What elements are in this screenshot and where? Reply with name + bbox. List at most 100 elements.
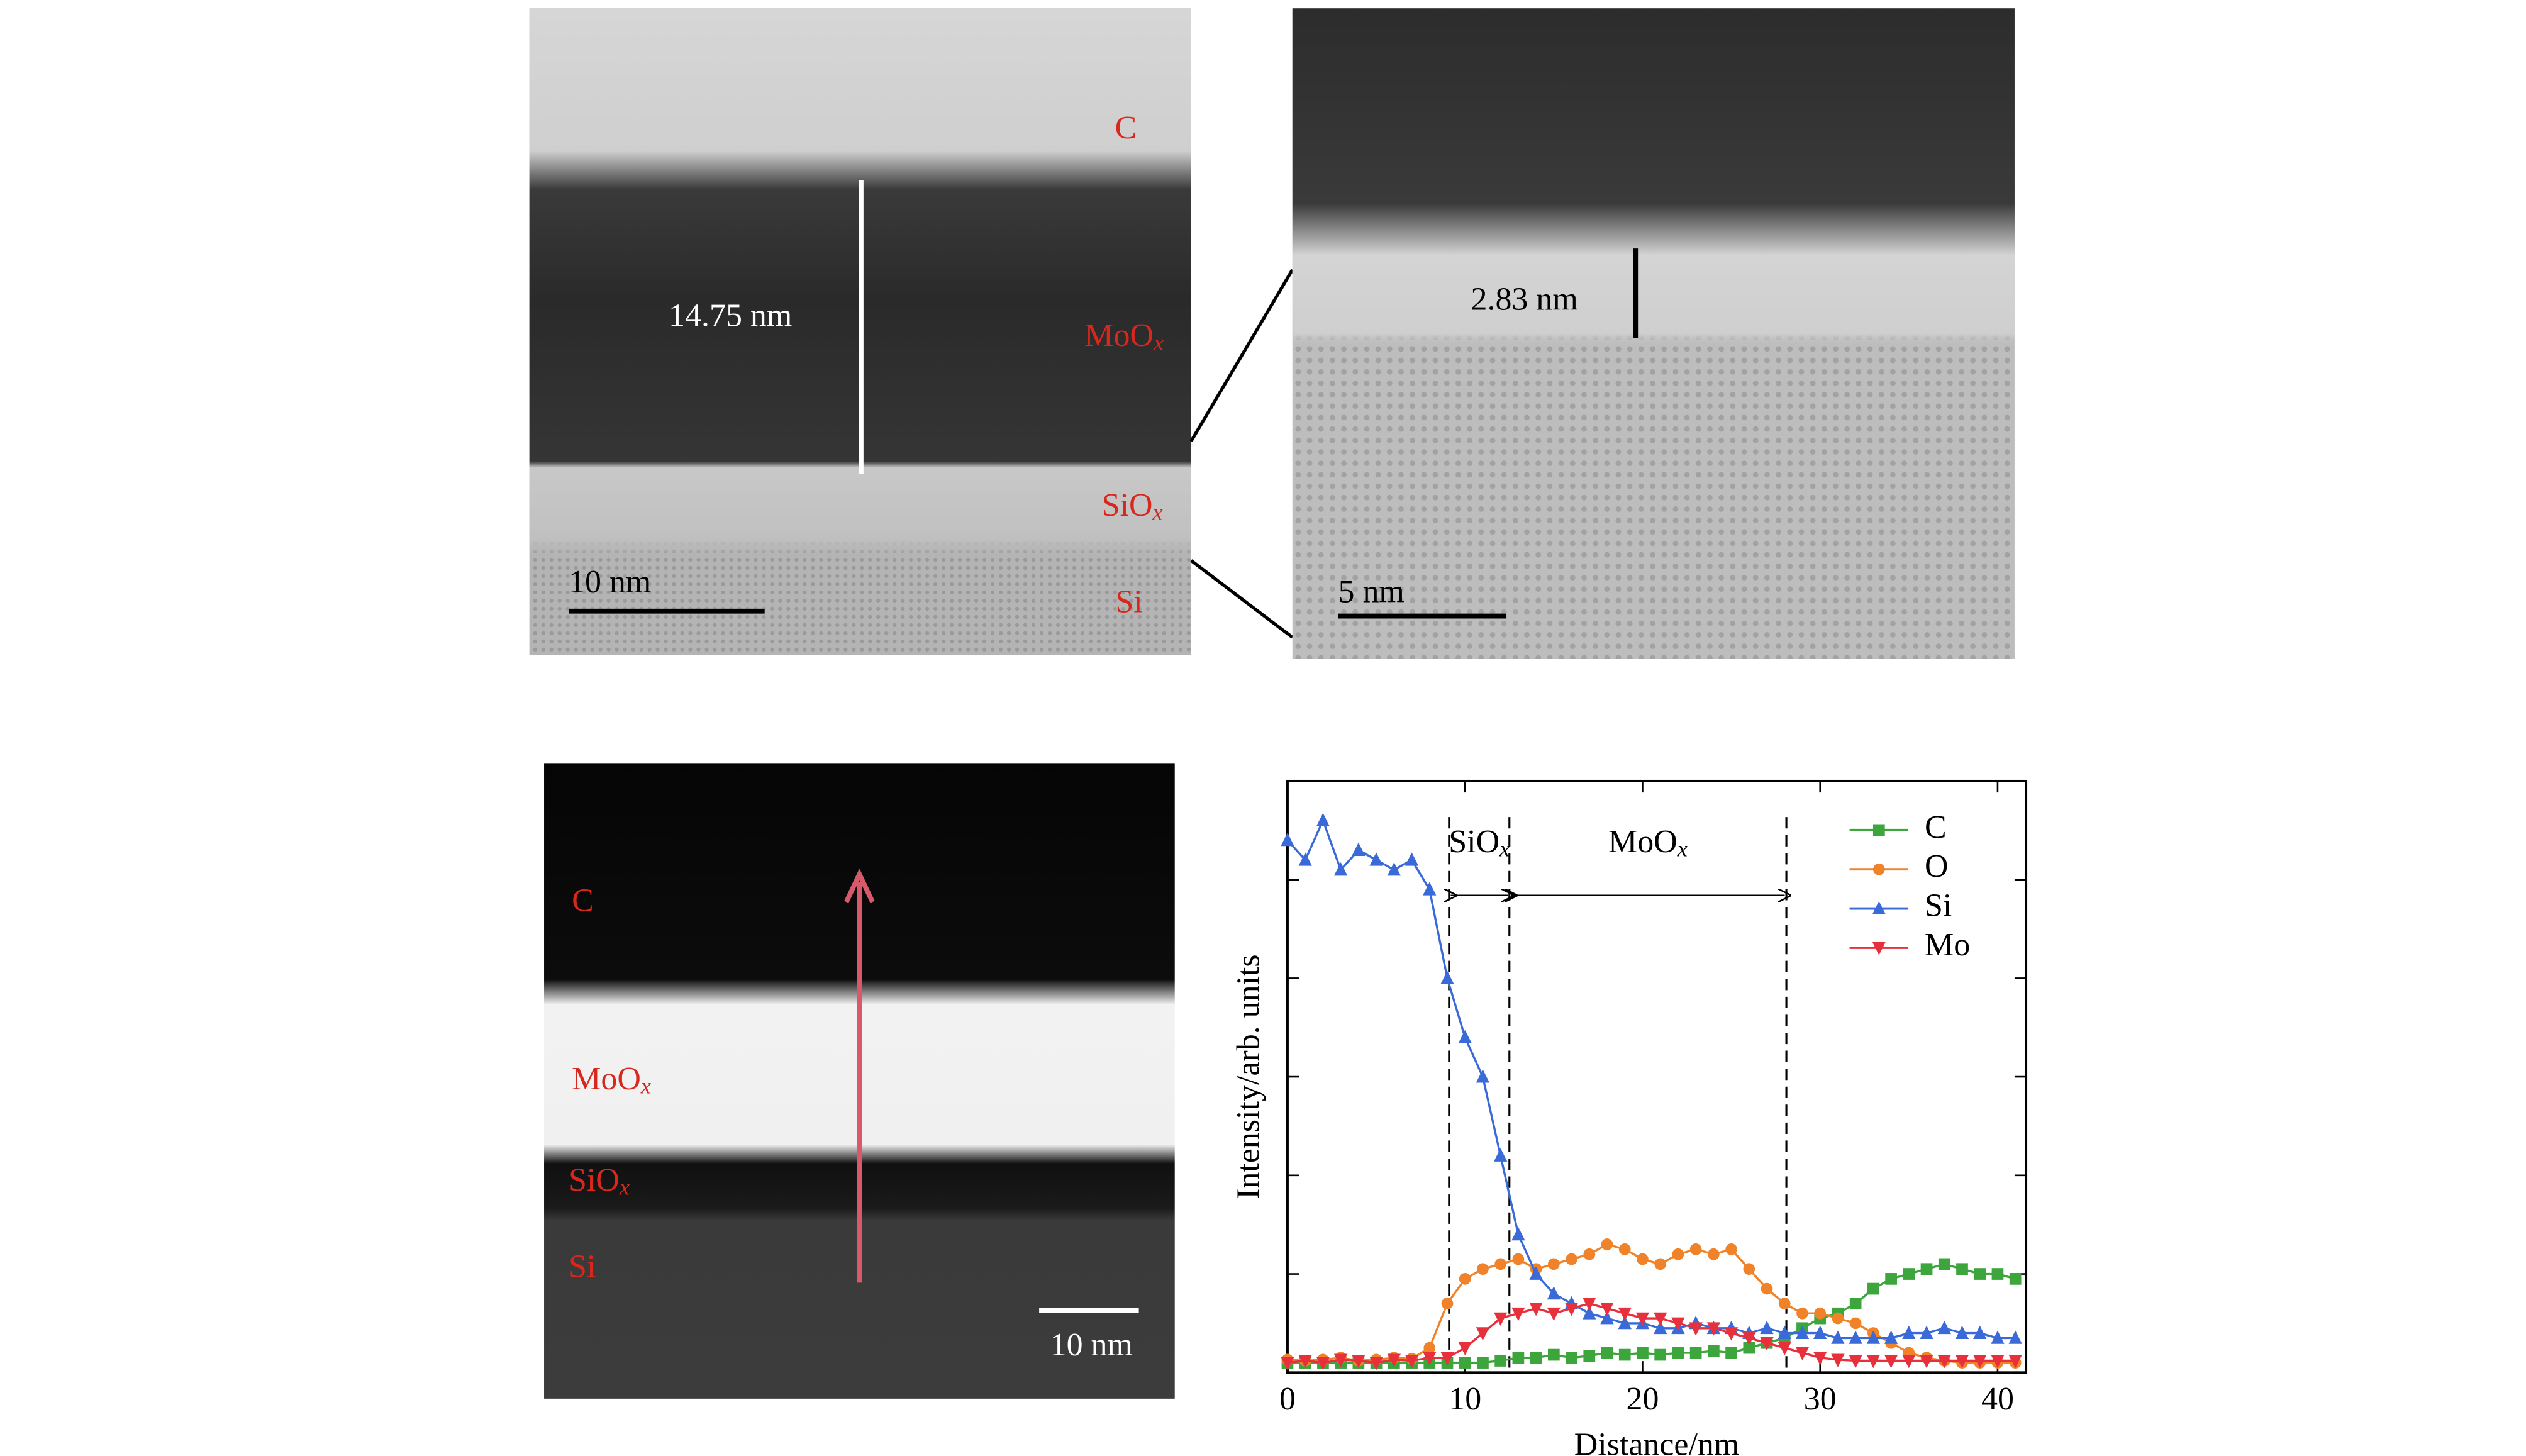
data-point	[1795, 1347, 1810, 1360]
data-point	[1689, 1322, 1703, 1336]
data-point	[1991, 1355, 2005, 1369]
data-point	[1298, 852, 1312, 866]
data-point	[1654, 1320, 1667, 1335]
data-point	[1618, 1307, 1632, 1321]
zoom-line	[1190, 559, 1294, 639]
data-point	[1618, 1315, 1632, 1330]
x-tick-label: 10	[1449, 1381, 1481, 1417]
data-point	[1547, 1258, 1560, 1270]
data-point	[1902, 1325, 1916, 1339]
data-point	[1512, 1253, 1525, 1265]
legend-label: O	[1925, 848, 1949, 884]
data-point	[1477, 1357, 1489, 1369]
legend-label: C	[1925, 809, 1947, 845]
data-point	[1316, 1357, 1330, 1370]
data-point	[1352, 842, 1366, 856]
data-point	[1369, 1357, 1383, 1370]
y-axis-label: Intensity/arb. units	[1231, 954, 1267, 1199]
data-point	[1903, 1268, 1915, 1280]
series-line	[1286, 818, 2016, 1340]
data-point	[1814, 1307, 1827, 1320]
layer-label: SiOx	[1102, 487, 1163, 525]
data-point	[1956, 1263, 1968, 1275]
data-point	[1458, 1342, 1472, 1356]
data-point	[1761, 1282, 1773, 1295]
data-point	[1795, 1325, 1810, 1339]
data-point	[1298, 1355, 1312, 1369]
data-point	[1477, 1263, 1489, 1275]
data-point	[1583, 1298, 1596, 1311]
data-point	[1476, 1327, 1490, 1341]
data-point	[1423, 882, 1437, 896]
data-point	[1760, 1337, 1774, 1351]
layer-label: MoOx	[1084, 318, 1164, 355]
data-point	[1387, 1353, 1401, 1367]
data-point	[1281, 1357, 1294, 1370]
data-point	[1583, 1248, 1596, 1260]
data-point	[1530, 1352, 1542, 1364]
data-point	[1708, 1248, 1720, 1260]
data-point	[1654, 1258, 1667, 1270]
data-point	[1583, 1350, 1596, 1362]
data-point	[1849, 1355, 1862, 1369]
data-point	[1352, 1355, 1366, 1369]
data-point	[1920, 1263, 1933, 1275]
data-point	[1547, 1348, 1560, 1361]
data-point	[1333, 1353, 1348, 1367]
data-point	[1866, 1330, 1881, 1344]
data-point	[1867, 1282, 1879, 1295]
data-point	[1725, 1243, 1737, 1255]
thickness-label: 2.83 nm	[1471, 282, 1578, 318]
data-point	[1423, 1352, 1437, 1365]
data-point	[1706, 1322, 1721, 1336]
data-point	[1672, 1347, 1684, 1359]
scale-label: 5 nm	[1338, 574, 1404, 610]
data-point	[1973, 1325, 1987, 1339]
data-point	[1743, 1342, 1755, 1354]
data-point	[1778, 1298, 1791, 1309]
data-point	[1281, 833, 1294, 847]
data-point	[1405, 1355, 1419, 1369]
x-axis-label: Distance/nm	[1574, 1427, 1740, 1456]
data-point	[1724, 1327, 1739, 1341]
data-point	[1637, 1347, 1649, 1359]
data-point	[1547, 1286, 1561, 1300]
data-point	[1832, 1312, 1844, 1325]
data-point	[1920, 1325, 1933, 1339]
data-point	[1494, 1355, 1507, 1367]
layer-label: SiOx	[569, 1162, 630, 1200]
x-tick-label: 30	[1804, 1381, 1837, 1417]
region-label: MoOx	[1608, 824, 1688, 862]
region-label-text: SiO	[1449, 824, 1499, 860]
data-point	[1387, 862, 1401, 876]
zoom-line	[1189, 269, 1294, 442]
data-point	[1831, 1353, 1845, 1367]
data-point	[1654, 1312, 1667, 1326]
data-point	[1902, 1355, 1916, 1369]
data-point	[2008, 1355, 2022, 1369]
data-point	[1440, 970, 1454, 984]
data-point	[1458, 1030, 1472, 1043]
data-point	[1423, 1342, 1436, 1354]
data-point	[1973, 1355, 1987, 1369]
data-point	[1849, 1317, 1862, 1330]
data-point	[1813, 1352, 1827, 1365]
data-point	[1333, 862, 1348, 876]
data-point	[1637, 1253, 1649, 1265]
tem-image	[1292, 8, 2015, 659]
data-point	[1938, 1258, 1950, 1270]
data-point	[1708, 1345, 1720, 1357]
data-point	[1512, 1352, 1525, 1364]
data-point	[1600, 1303, 1614, 1316]
data-point	[1494, 1312, 1508, 1326]
scan-arrow-head	[844, 868, 875, 903]
data-point	[2009, 1273, 2022, 1285]
series-line	[1287, 1243, 2016, 1364]
x-tick-label: 20	[1626, 1381, 1659, 1417]
region-label-sub: x	[1677, 836, 1688, 862]
data-point	[1689, 1347, 1702, 1359]
legend-marker	[1872, 942, 1886, 955]
data-point	[1849, 1330, 1862, 1344]
data-point	[1459, 1357, 1471, 1369]
